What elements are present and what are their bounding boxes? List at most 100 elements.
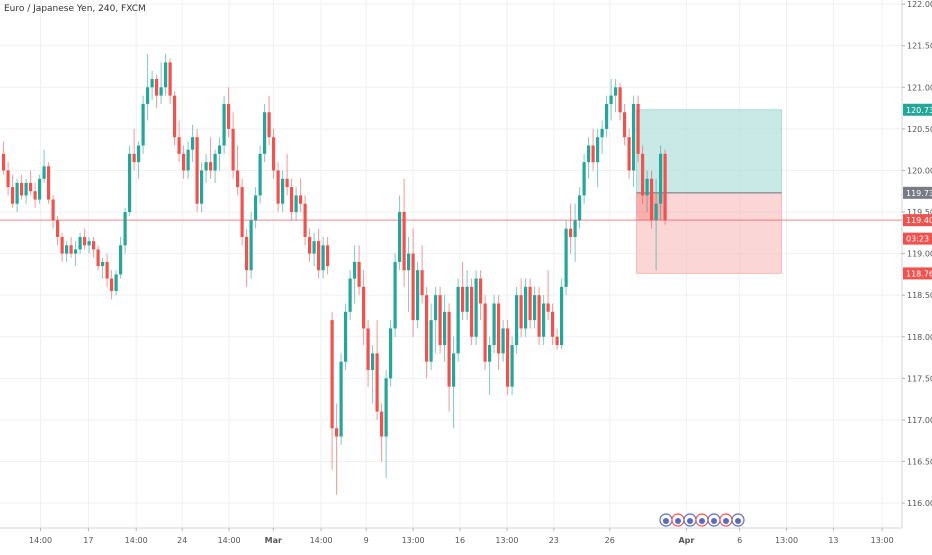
candle-body xyxy=(308,236,312,254)
candle-body xyxy=(375,353,379,412)
candle-body xyxy=(110,278,114,292)
time-axis-label: 13:00 xyxy=(402,536,425,545)
candle-body xyxy=(182,153,186,171)
candle-body xyxy=(618,87,622,113)
candle-body xyxy=(510,345,514,387)
candle-body xyxy=(101,261,105,267)
price-axis-label: 118.500 xyxy=(907,291,932,300)
candle-body xyxy=(492,303,496,346)
price-axis-label: 118.000 xyxy=(907,333,932,342)
candle-body xyxy=(447,311,451,387)
candle-body xyxy=(429,320,433,362)
candle-body xyxy=(434,295,438,321)
candle-body xyxy=(519,295,523,329)
candle-body xyxy=(474,278,478,337)
candle-body xyxy=(281,178,285,204)
candle-body xyxy=(6,170,10,188)
candle-body xyxy=(515,295,519,346)
candle-body xyxy=(443,311,447,346)
candle-body xyxy=(119,245,123,275)
candle-body xyxy=(411,253,415,321)
candle-body xyxy=(537,295,541,337)
time-axis-label: 16 xyxy=(455,536,465,545)
candle-body xyxy=(551,311,555,337)
candle-body xyxy=(33,191,37,200)
price-label-box xyxy=(903,232,932,245)
candle-body xyxy=(407,253,411,271)
candle-body xyxy=(488,345,492,362)
candle-body xyxy=(218,145,222,154)
candle-body xyxy=(191,137,195,150)
candle-body xyxy=(173,95,177,138)
candle-body xyxy=(137,145,141,163)
candle-body xyxy=(569,228,573,237)
candle-body xyxy=(362,286,366,329)
candle-body xyxy=(605,103,609,129)
price-label-text: 118.762 xyxy=(906,269,932,278)
event-flag-icon xyxy=(687,518,693,524)
candle-body xyxy=(542,303,546,337)
time-axis-label: Mar xyxy=(265,536,282,545)
time-axis-label: 24 xyxy=(177,536,187,545)
time-axis-label: 9 xyxy=(364,536,369,545)
candle-body xyxy=(645,178,649,196)
candle-body xyxy=(330,320,334,429)
candle-body xyxy=(303,203,307,237)
candle-body xyxy=(186,149,190,171)
price-label-text: 119.731 xyxy=(906,189,932,198)
candle-body xyxy=(227,103,231,129)
time-axis-label: 14:00 xyxy=(310,536,333,545)
candle-body xyxy=(650,178,654,221)
candle-body xyxy=(452,353,456,387)
candle-body xyxy=(416,270,420,321)
candle-body xyxy=(312,241,316,254)
time-axis-label: Apr xyxy=(678,536,694,545)
candle-body xyxy=(123,212,127,246)
candle-body xyxy=(29,182,33,192)
candle-body xyxy=(591,145,595,163)
time-axis-label: 13:00 xyxy=(495,536,518,545)
candle-body xyxy=(623,112,627,138)
price-axis-label: 117.500 xyxy=(907,374,932,383)
candle-body xyxy=(272,137,276,171)
candle-body xyxy=(578,195,582,221)
economic-events-group xyxy=(659,513,745,527)
price-axis-label: 120.000 xyxy=(907,166,932,175)
candle-body xyxy=(213,153,217,171)
time-axis-label: 6 xyxy=(737,536,742,545)
chart-title: Euro / Japanese Yen, 240, FXCM xyxy=(4,4,146,14)
candle-body xyxy=(573,220,577,237)
time-axis-label: 23 xyxy=(549,536,559,545)
candle-body xyxy=(470,286,474,337)
candle-body xyxy=(276,170,280,204)
candle-body xyxy=(254,195,258,221)
candle-body xyxy=(240,187,244,237)
candle-body xyxy=(654,203,658,221)
candle-body xyxy=(398,212,402,262)
candle-body xyxy=(164,62,168,88)
candle-body xyxy=(663,153,667,221)
candle-body xyxy=(348,278,352,312)
candle-body xyxy=(15,182,19,204)
candle-body xyxy=(335,428,339,437)
price-axis-label: 117.000 xyxy=(907,416,932,425)
candle-body xyxy=(200,170,204,204)
price-label-box xyxy=(903,214,932,227)
candle-body xyxy=(366,328,370,371)
candle-body xyxy=(285,178,289,188)
event-flag-icon xyxy=(699,518,705,524)
candle-body xyxy=(290,187,294,213)
price-axis-label: 122.000 xyxy=(907,0,932,9)
candle-body xyxy=(528,286,532,321)
time-axis-label: 14:00 xyxy=(29,536,52,545)
event-flag-icon xyxy=(723,518,729,524)
candle-body xyxy=(357,261,361,287)
candles-group xyxy=(2,54,667,495)
candle-body xyxy=(114,274,118,292)
candle-body xyxy=(204,162,208,171)
price-label-box xyxy=(903,186,932,199)
candle-body xyxy=(438,295,442,346)
time-axis-label: 13:00 xyxy=(871,536,894,545)
